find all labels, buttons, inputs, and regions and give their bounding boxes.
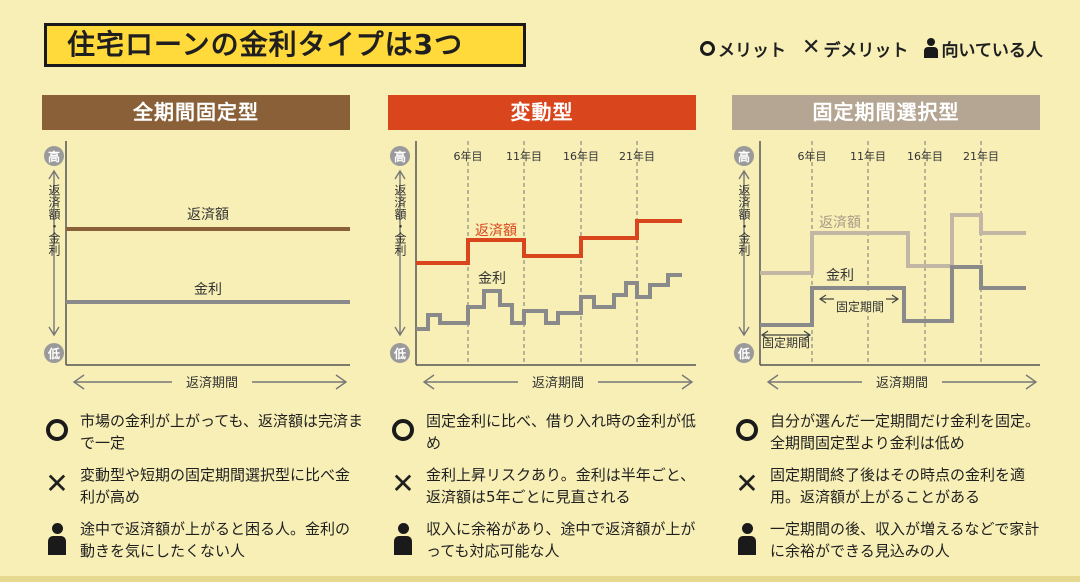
rate-line <box>760 265 1026 327</box>
rate-line <box>416 273 682 331</box>
y-axis-label: 返済額・金利 <box>737 184 751 256</box>
high-badge <box>44 146 64 166</box>
chart-variable: 6年目 11年目 16年目 21年目 高 低 返済額・金利 返済額 金利 返済期… <box>390 141 696 391</box>
panel-title: 全期間固定型 <box>42 95 350 130</box>
merit-text: 市場の金利が上がっても、返済額は完済まで一定 <box>80 412 364 452</box>
year-tick: 16年目 <box>907 149 943 163</box>
cross-icon: ✕ <box>802 35 821 60</box>
year-tick: 16年目 <box>563 149 599 163</box>
description-fixed-period: 自分が選んだ一定期間だけ金利を固定。全期間固定型より金利は低め ✕ 固定期間終了… <box>734 410 1054 572</box>
demerit-row: ✕ 固定期間終了後はその時点の金利を適用。返済額が上がることがある <box>734 464 1054 512</box>
high-badge <box>734 146 754 166</box>
circle-icon <box>700 40 715 56</box>
demerit-row: ✕ 変動型や短期の固定期間選択型に比べ金利が高め <box>44 464 364 512</box>
year-tick: 21年目 <box>963 149 999 163</box>
page-title: 住宅ローンの金利タイプは3つ <box>44 23 526 67</box>
y-arrow <box>48 169 60 337</box>
year-tick: 6年目 <box>798 149 827 163</box>
legend-merit-label: メリット <box>718 40 786 61</box>
x-axis-label: 返済期間 <box>186 375 238 391</box>
high-badge <box>390 146 410 166</box>
legend-merit: メリット <box>700 36 786 61</box>
year-tick: 11年目 <box>506 149 542 163</box>
demerit-text: 固定期間終了後はその時点の金利を適用。返済額が上がることがある <box>770 466 1026 506</box>
year-tick: 11年目 <box>850 149 886 163</box>
low-badge <box>390 343 410 363</box>
bottom-border <box>0 576 1080 582</box>
circle-icon <box>46 419 68 441</box>
repayment-line <box>760 213 1026 275</box>
suited-text: 一定期間の後、収入が増えるなどで家計に余裕ができる見込みの人 <box>770 520 1040 560</box>
suited-text: 収入に余裕があり、途中で返済額が上がっても対応可能な人 <box>426 520 696 560</box>
panel-variable: 変動型 6年目 11年目 16年目 21年目 高 低 返済額・金利 返済額 金利… <box>388 95 696 395</box>
legend-demerit-label: デメリット <box>823 40 909 61</box>
low-badge <box>44 343 64 363</box>
cross-icon: ✕ <box>45 467 69 500</box>
repayment-line <box>416 219 682 265</box>
repayment-label: 返済額 <box>819 215 861 231</box>
high-label: 高 <box>48 149 60 164</box>
suited-row: 一定期間の後、収入が増えるなどで家計に余裕ができる見込みの人 <box>734 518 1054 566</box>
low-badge <box>734 343 754 363</box>
year-tick: 6年目 <box>454 149 483 163</box>
fixed-arrow <box>760 330 812 340</box>
merit-text: 固定金利に比べ、借り入れ時の金利が低め <box>426 412 697 452</box>
legend-suited-label: 向いている人 <box>941 40 1043 61</box>
chart-fixed-full: 高 低 返済額・金利 返済額 金利 返済期間 <box>44 141 350 391</box>
person-icon <box>737 523 757 555</box>
circle-icon <box>392 419 414 441</box>
merit-row: 自分が選んだ一定期間だけ金利を固定。全期間固定型より金利は低め <box>734 410 1054 458</box>
chart-fixed-period: 6年目 11年目 16年目 21年目 高 低 返済額・金利 返済額 金利 固定期… <box>734 141 1040 391</box>
demerit-text: 金利上昇リスクあり。金利は半年ごと、返済額は5年ごとに見直される <box>426 466 696 506</box>
legend-suited: 向いている人 <box>924 36 1043 61</box>
low-label: 低 <box>47 346 60 361</box>
legend-demerit: ✕ デメリット <box>802 36 908 61</box>
y-arrow <box>738 169 750 337</box>
suited-text: 途中で返済額が上がると困る人。金利の動きを気にしたくない人 <box>80 520 351 560</box>
rate-label: 金利 <box>478 271 506 287</box>
demerit-text: 変動型や短期の固定期間選択型に比べ金利が高め <box>80 466 351 506</box>
panel-title: 固定期間選択型 <box>732 95 1040 130</box>
legend: メリット ✕ デメリット 向いている人 <box>700 34 1060 62</box>
demerit-row: ✕ 金利上昇リスクあり。金利は半年ごと、返済額は5年ごとに見直される <box>390 464 710 512</box>
low-label: 低 <box>393 346 406 361</box>
suited-row: 途中で返済額が上がると困る人。金利の動きを気にしたくない人 <box>44 518 364 566</box>
low-label: 低 <box>737 346 750 361</box>
y-axis-label: 返済額・金利 <box>393 184 407 256</box>
cross-icon: ✕ <box>735 467 759 500</box>
person-icon <box>393 523 413 555</box>
high-label: 高 <box>738 149 750 164</box>
x-axis-label: 返済期間 <box>532 375 584 391</box>
fixed-period-label: 固定期間 <box>836 299 884 314</box>
rate-label: 金利 <box>194 282 222 298</box>
repayment-label: 返済額 <box>475 223 517 239</box>
y-arrow <box>394 169 406 337</box>
x-axis-label: 返済期間 <box>876 375 928 391</box>
person-icon <box>47 523 67 555</box>
suited-row: 収入に余裕があり、途中で返済額が上がっても対応可能な人 <box>390 518 710 566</box>
y-axis-label: 返済額・金利 <box>47 184 61 256</box>
description-variable: 固定金利に比べ、借り入れ時の金利が低め ✕ 金利上昇リスクあり。金利は半年ごと、… <box>390 410 710 572</box>
fixed-period-label: 固定期間 <box>762 335 810 350</box>
high-label: 高 <box>394 149 406 164</box>
description-fixed-full: 市場の金利が上がっても、返済額は完済まで一定 ✕ 変動型や短期の固定期間選択型に… <box>44 410 364 572</box>
repayment-label: 返済額 <box>187 207 229 223</box>
merit-row: 市場の金利が上がっても、返済額は完済まで一定 <box>44 410 364 458</box>
circle-icon <box>736 419 758 441</box>
panel-fixed-full: 全期間固定型 高 低 返済額・金利 返済額 金利 返済期間 <box>42 95 350 395</box>
merit-row: 固定金利に比べ、借り入れ時の金利が低め <box>390 410 710 458</box>
merit-text: 自分が選んだ一定期間だけ金利を固定。全期間固定型より金利は低め <box>770 412 1041 452</box>
cross-icon: ✕ <box>391 467 415 500</box>
panel-title: 変動型 <box>388 95 696 130</box>
year-tick: 21年目 <box>619 149 655 163</box>
rate-label: 金利 <box>826 268 854 284</box>
panel-fixed-period: 固定期間選択型 6年目 11年目 16年目 21年目 高 低 返済額・金利 返済… <box>732 95 1040 395</box>
person-icon <box>924 38 939 58</box>
